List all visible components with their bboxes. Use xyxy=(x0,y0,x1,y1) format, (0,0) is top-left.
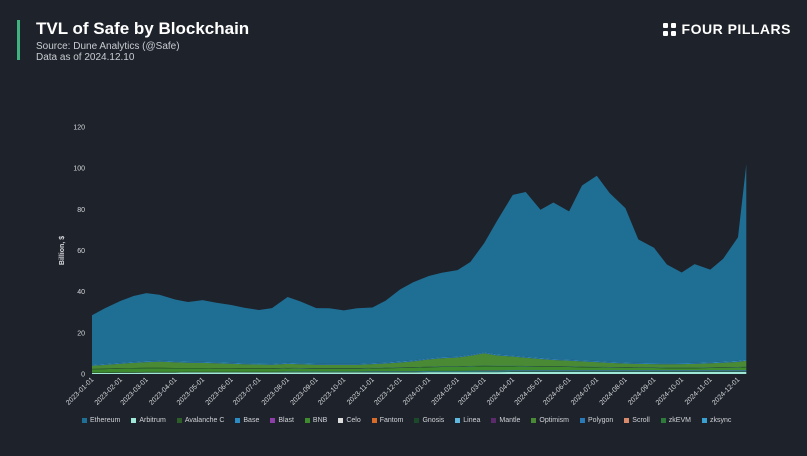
chart-title: TVL of Safe by Blockchain xyxy=(36,19,250,38)
x-tick-label: 2023-12-01 xyxy=(373,376,403,406)
legend-item: Mantle xyxy=(491,417,520,424)
legend-label: Polygon xyxy=(587,417,614,424)
legend-item: zksync xyxy=(701,417,732,424)
four-dots-icon xyxy=(662,22,676,36)
legend-item: Optimism xyxy=(531,417,569,424)
x-tick-label: 2023-05-01 xyxy=(176,376,206,406)
x-tick-label: 2024-10-01 xyxy=(655,376,685,406)
area-bnb xyxy=(92,366,747,373)
legend-item: zkEVM xyxy=(660,417,691,424)
legend-item: Gnosis xyxy=(414,417,444,424)
legend-swatch xyxy=(371,418,377,423)
legend-swatch xyxy=(235,418,241,423)
chart-legend: Ethereum Arbitrum Avalanche C Base Blast BNB C… xyxy=(82,417,782,424)
y-tick-label: 0 xyxy=(81,372,85,379)
legend-label: Mantle xyxy=(499,417,521,424)
legend-label: Linea xyxy=(463,417,481,424)
legend-swatch xyxy=(414,418,420,423)
legend-item: Celo xyxy=(338,417,361,424)
legend-label: Arbitrum xyxy=(139,417,166,424)
legend-item: Scroll xyxy=(624,417,650,424)
x-tick-label: 2024-04-01 xyxy=(486,376,516,406)
x-tick-label: 2023-08-01 xyxy=(261,376,291,406)
x-tick-label: 2024-08-01 xyxy=(599,376,629,406)
data-date-note: Data as of 2024.12.10 xyxy=(36,52,135,63)
legend-swatch xyxy=(338,418,344,423)
area-avalanche-c xyxy=(92,371,747,373)
area-ethereum xyxy=(92,164,747,365)
area-optimism xyxy=(92,353,747,369)
source-note: Source: Dune Analytics (@Safe) xyxy=(36,41,180,52)
y-tick-label: 60 xyxy=(77,248,85,255)
y-tick-label: 120 xyxy=(73,125,85,132)
x-tick-label: 2024-06-01 xyxy=(542,376,572,406)
legend-item: BNB xyxy=(304,417,328,424)
brand-logo: FOUR PILLARS xyxy=(662,21,791,37)
y-tick-label: 100 xyxy=(73,166,85,173)
x-tick-label: 2023-11-01 xyxy=(346,376,376,406)
area-linea xyxy=(92,365,747,369)
area-base xyxy=(92,370,747,373)
x-tick-label: 2024-09-01 xyxy=(627,376,657,406)
y-tick-label: 40 xyxy=(77,289,85,296)
legend-swatch xyxy=(491,418,497,423)
legend-swatch xyxy=(624,418,630,423)
legend-label: Gnosis xyxy=(422,417,445,424)
legend-item: Base xyxy=(235,417,259,424)
legend-item: Ethereum xyxy=(82,417,120,424)
legend-swatch xyxy=(176,418,182,423)
x-tick-label: 2023-01-01 xyxy=(65,376,95,406)
y-axis-label: Billion, $ xyxy=(59,236,66,265)
x-tick-label: 2023-10-01 xyxy=(317,376,347,406)
x-tick-label: 2024-03-01 xyxy=(457,376,487,406)
brand-name: FOUR PILLARS xyxy=(681,21,791,37)
x-tick-label: 2024-05-01 xyxy=(514,376,544,406)
legend-label: Blast xyxy=(278,417,294,424)
legend-label: Fantom xyxy=(379,417,404,424)
legend-swatch xyxy=(531,418,537,423)
legend-label: Ethereum xyxy=(90,417,121,424)
x-tick-label: 2023-03-01 xyxy=(120,376,150,406)
legend-item: Fantom xyxy=(371,417,404,424)
x-tick-label: 2024-12-01 xyxy=(711,376,741,406)
accent-bar xyxy=(17,20,20,60)
x-tick-label: 2023-07-01 xyxy=(232,376,262,406)
legend-label: zksync xyxy=(709,417,732,424)
legend-label: Scroll xyxy=(632,417,650,424)
x-tick-label: 2023-09-01 xyxy=(289,376,319,406)
legend-label: Avalanche C xyxy=(184,417,225,424)
legend-swatch xyxy=(304,418,310,423)
legend-label: Optimism xyxy=(539,417,569,424)
y-tick-label: 80 xyxy=(77,207,85,214)
legend-swatch xyxy=(131,418,137,423)
x-tick-label: 2024-01-01 xyxy=(402,376,432,406)
legend-swatch xyxy=(270,418,276,423)
legend-item: Polygon xyxy=(579,417,614,424)
legend-swatch xyxy=(455,418,461,423)
area-gnosis xyxy=(92,365,747,370)
x-tick-label: 2023-04-01 xyxy=(148,376,178,406)
legend-swatch xyxy=(82,418,87,423)
legend-swatch xyxy=(579,418,585,423)
x-tick-label: 2024-07-01 xyxy=(570,376,600,406)
legend-item: Avalanche C xyxy=(176,417,225,424)
x-tick-label: 2023-06-01 xyxy=(205,376,235,406)
legend-label: Base xyxy=(243,417,260,424)
y-tick-label: 20 xyxy=(77,330,85,337)
legend-swatch xyxy=(660,418,666,423)
area-arbitrum xyxy=(92,371,747,374)
x-tick-label: 2024-11-01 xyxy=(684,376,714,406)
legend-item: Arbitrum xyxy=(131,417,166,424)
legend-swatch xyxy=(701,418,707,423)
legend-label: BNB xyxy=(312,417,328,424)
legend-label: zkEVM xyxy=(668,417,691,424)
legend-item: Linea xyxy=(455,417,480,424)
area-blast xyxy=(92,370,747,373)
legend-item: Blast xyxy=(270,417,294,424)
legend-label: Celo xyxy=(346,417,361,424)
